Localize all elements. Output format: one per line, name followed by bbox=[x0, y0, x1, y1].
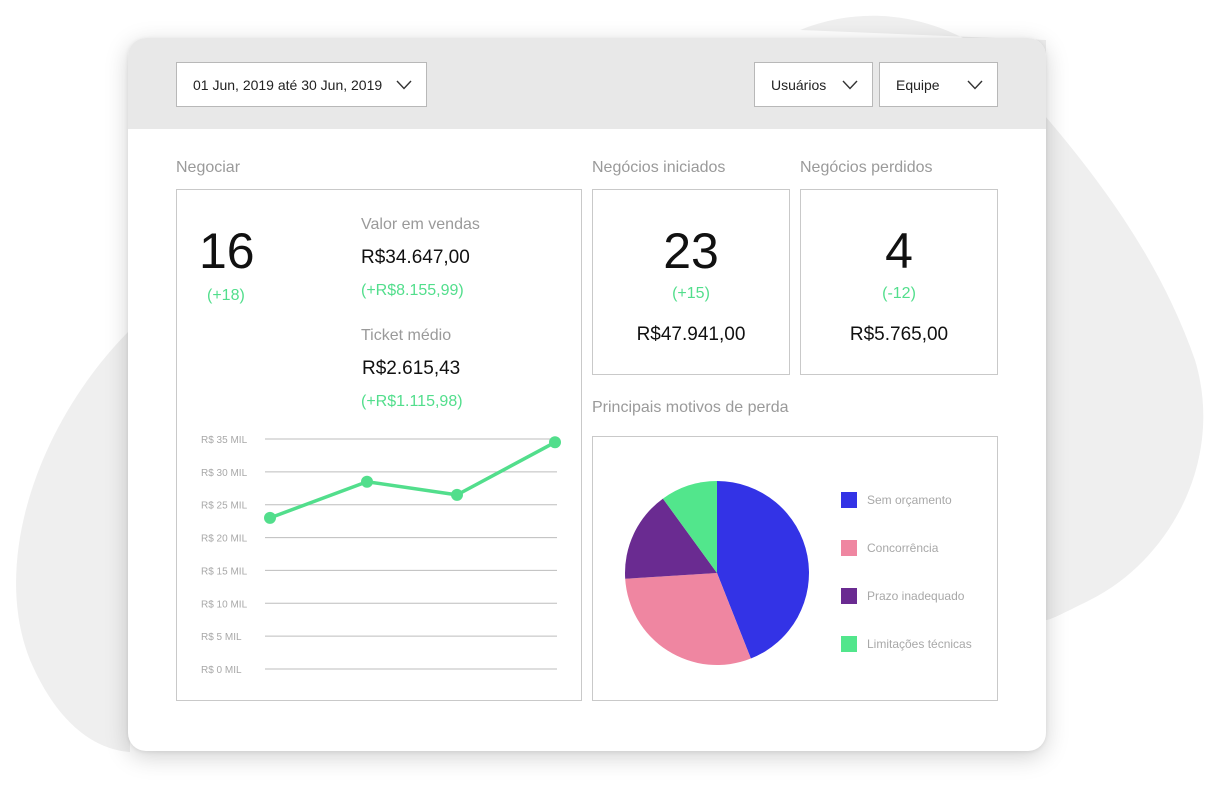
ticket-label: Ticket médio bbox=[361, 327, 452, 344]
perdidos-value: R$5.765,00 bbox=[849, 324, 949, 345]
users-dropdown-label: Usuários bbox=[771, 76, 827, 93]
users-dropdown[interactable]: Usuários bbox=[754, 62, 873, 107]
perdidos-delta: (-12) bbox=[882, 285, 916, 302]
loss-reasons-pie-chart bbox=[625, 481, 810, 665]
legend-item: Concorrência bbox=[841, 540, 938, 556]
team-dropdown-label: Equipe bbox=[896, 76, 940, 93]
y-tick-label: R$ 15 MIL bbox=[201, 566, 248, 577]
sales-line-chart: R$ 35 MIL R$ 30 MIL R$ 25 MIL R$ 20 MIL R$ 1… bbox=[201, 435, 561, 676]
legend-item: Limitações técnicas bbox=[841, 636, 972, 652]
iniciados-card: 23 (+15) R$47.941,00 bbox=[592, 189, 790, 375]
negociar-card: 16 (+18) Valor em vendas R$34.647,00 (+R… bbox=[176, 189, 582, 701]
iniciados-delta: (+15) bbox=[672, 285, 710, 302]
legend-label: Prazo inadequado bbox=[867, 589, 965, 603]
pie-slice bbox=[717, 481, 810, 659]
y-tick-label: R$ 5 MIL bbox=[201, 632, 242, 643]
perdidos-card: 4 (-12) R$5.765,00 bbox=[800, 189, 998, 375]
data-point bbox=[361, 475, 373, 488]
motivos-title: Principais motivos de perda bbox=[592, 399, 789, 416]
chevron-down-icon bbox=[396, 80, 412, 90]
data-point bbox=[264, 511, 276, 524]
iniciados-count: 23 bbox=[663, 223, 719, 279]
sales-value: R$34.647,00 bbox=[361, 247, 470, 268]
data-point bbox=[549, 436, 561, 449]
team-dropdown[interactable]: Equipe bbox=[879, 62, 998, 107]
filter-bar: 01 Jun, 2019 até 30 Jun, 2019 Usuários E… bbox=[128, 38, 1046, 129]
negociar-count-delta: (+18) bbox=[207, 287, 245, 304]
legend-swatch bbox=[841, 540, 857, 556]
legend-swatch bbox=[841, 636, 857, 652]
legend-label: Sem orçamento bbox=[867, 493, 952, 507]
date-range-dropdown[interactable]: 01 Jun, 2019 até 30 Jun, 2019 bbox=[176, 62, 427, 107]
data-point bbox=[451, 488, 463, 501]
legend-swatch bbox=[841, 492, 857, 508]
sales-series-line bbox=[269, 440, 556, 520]
perdidos-count: 4 bbox=[885, 223, 913, 279]
sales-value-delta: (+R$8.155,99) bbox=[361, 282, 464, 299]
legend-item: Sem orçamento bbox=[841, 492, 952, 508]
ticket-delta: (+R$1.115,98) bbox=[361, 393, 463, 410]
pie-slice bbox=[662, 481, 717, 573]
legend-item: Prazo inadequado bbox=[841, 588, 964, 604]
pie-slice bbox=[625, 573, 751, 665]
pie-slice bbox=[625, 498, 717, 579]
legend-label: Limitações técnicas bbox=[867, 637, 972, 651]
y-tick-label: R$ 20 MIL bbox=[201, 534, 248, 545]
y-tick-label: R$ 10 MIL bbox=[201, 599, 248, 610]
y-tick-label: R$ 0 MIL bbox=[201, 665, 242, 676]
date-range-value: 01 Jun, 2019 até 30 Jun, 2019 bbox=[193, 76, 383, 93]
legend-swatch bbox=[841, 588, 857, 604]
iniciados-value: R$47.941,00 bbox=[636, 324, 746, 345]
y-tick-label: R$ 30 MIL bbox=[201, 468, 248, 479]
y-tick-label: R$ 35 MIL bbox=[201, 435, 248, 446]
chevron-down-icon bbox=[967, 80, 983, 90]
legend-label: Concorrência bbox=[867, 541, 939, 555]
dashboard-window: 01 Jun, 2019 até 30 Jun, 2019 Usuários E… bbox=[128, 38, 1046, 751]
y-tick-label: R$ 25 MIL bbox=[201, 501, 248, 512]
iniciados-title: Negócios iniciados bbox=[592, 159, 726, 176]
sales-value-label: Valor em vendas bbox=[361, 216, 480, 233]
motivos-card: Sem orçamento Concorrência Prazo inadequad… bbox=[592, 436, 998, 701]
negociar-title: Negociar bbox=[176, 159, 241, 176]
chevron-down-icon bbox=[842, 80, 858, 90]
negociar-count: 16 bbox=[199, 223, 255, 279]
ticket-value: R$2.615,43 bbox=[362, 358, 461, 379]
perdidos-title: Negócios perdidos bbox=[800, 159, 933, 176]
